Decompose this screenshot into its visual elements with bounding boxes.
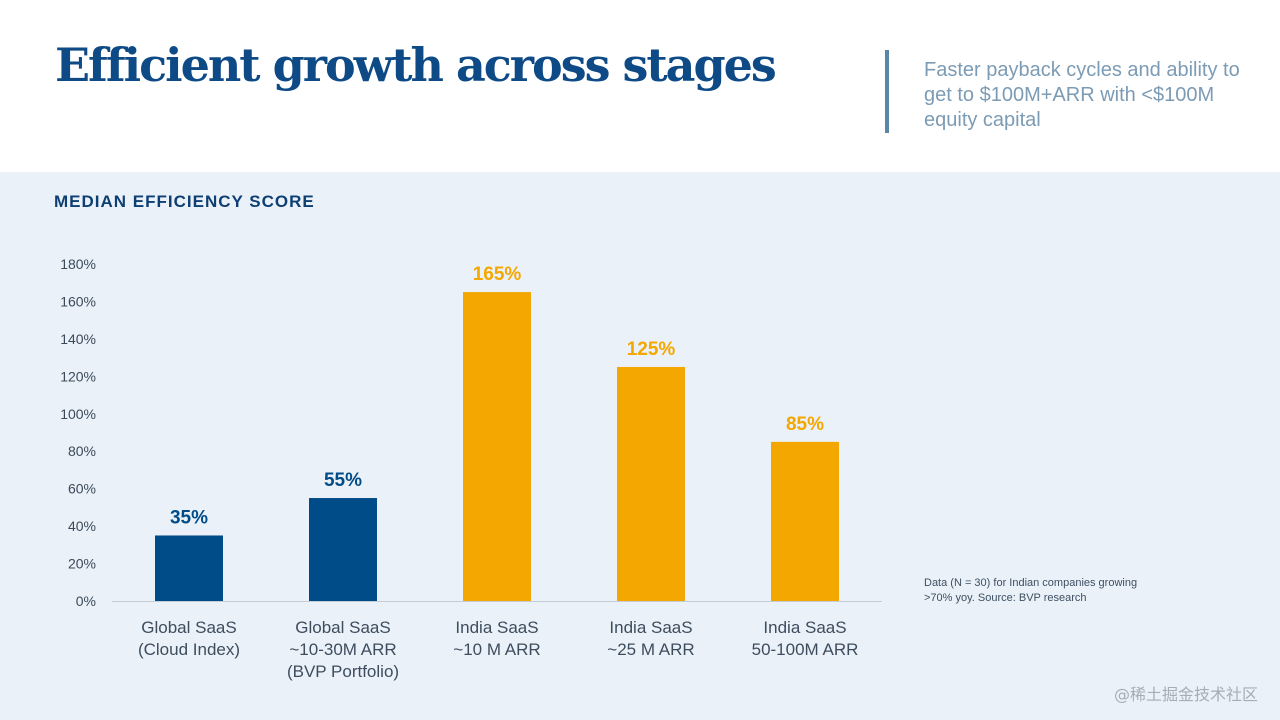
chart-section-label: MEDIAN EFFICIENCY SCORE xyxy=(54,192,315,211)
header: Efficient growth across stages Faster pa… xyxy=(0,0,1280,172)
y-tick-label: 180% xyxy=(60,256,96,272)
y-tick-label: 140% xyxy=(60,331,96,347)
y-tick-label: 120% xyxy=(60,368,96,384)
bar xyxy=(309,498,377,601)
source-note: Data (N = 30) for Indian companies growi… xyxy=(924,577,1138,604)
x-category-label-line: Global SaaS xyxy=(141,618,236,637)
y-tick-label: 60% xyxy=(68,481,96,497)
y-tick-label: 0% xyxy=(76,593,96,609)
x-category-label: India SaaS ~25 M ARR xyxy=(607,618,694,659)
page-title: Efficient growth across stages xyxy=(55,38,777,92)
y-tick-label: 80% xyxy=(68,443,96,459)
header-divider xyxy=(885,50,889,133)
x-category-label-line: (BVP Portfolio) xyxy=(287,662,399,681)
bar xyxy=(771,441,839,601)
x-category-label-line: India SaaS xyxy=(455,618,538,637)
x-category-label: Global SaaS (Cloud Index) xyxy=(138,618,240,659)
x-category-label-line: (Cloud Index) xyxy=(138,640,240,659)
x-category-label-line: 50-100M ARR xyxy=(752,640,859,659)
x-category-label-line: India SaaS xyxy=(763,618,846,637)
bar xyxy=(617,366,685,601)
bar-value-label: 85% xyxy=(786,414,824,435)
bar-value-label: 165% xyxy=(473,264,522,285)
y-tick-label: 40% xyxy=(68,518,96,534)
y-tick-label: 20% xyxy=(68,556,96,572)
watermark: @稀土掘金技术社区 xyxy=(1113,685,1258,704)
y-tick-label: 160% xyxy=(60,293,96,309)
page-subtitle: Faster payback cycles and ability to get… xyxy=(924,59,1240,131)
x-category-label: India SaaS 50-100M ARR xyxy=(752,618,859,659)
bar-value-label: 55% xyxy=(324,470,362,491)
bar-value-label: 125% xyxy=(627,339,676,360)
x-category-label-line: Global SaaS xyxy=(295,618,390,637)
bar-value-label: 35% xyxy=(170,507,208,528)
bar xyxy=(463,292,531,601)
x-category-label-line: ~10-30M ARR xyxy=(289,640,396,659)
y-tick-label: 100% xyxy=(60,406,96,422)
bar xyxy=(155,535,223,601)
x-category-label-line: India SaaS xyxy=(609,618,692,637)
x-category-label-line: ~10 M ARR xyxy=(453,640,540,659)
x-category-label-line: ~25 M ARR xyxy=(607,640,694,659)
x-category-label: India SaaS ~10 M ARR xyxy=(453,618,540,659)
x-category-label: Global SaaS ~10-30M ARR (BVP Portfolio) xyxy=(287,618,399,681)
